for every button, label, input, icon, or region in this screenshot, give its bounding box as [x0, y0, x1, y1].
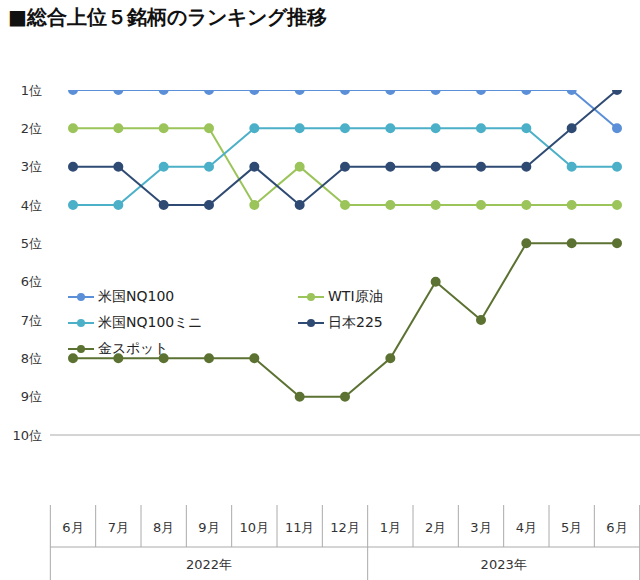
svg-text:6月: 6月: [62, 520, 83, 535]
html-text:WTI原油: WTI原油: [328, 288, 383, 304]
svg-text:7位: 7位: [21, 313, 42, 328]
svg-text:4位: 4位: [21, 198, 42, 213]
svg-text:11月: 11月: [285, 520, 315, 535]
svg-text:10位: 10位: [12, 428, 42, 443]
svg-text:5月: 5月: [561, 520, 582, 535]
svg-text:12月: 12月: [330, 520, 360, 535]
svg-text:2月: 2月: [425, 520, 446, 535]
html-text:金スポット: 金スポット: [98, 340, 168, 356]
svg-text:2位: 2位: [21, 121, 42, 136]
svg-text:2023年: 2023年: [481, 557, 527, 572]
svg-text:2022年: 2022年: [186, 557, 232, 572]
html-text:米国NQ100ミニ: 米国NQ100ミニ: [98, 314, 203, 330]
svg-text:7月: 7月: [108, 520, 129, 535]
svg-text:1位: 1位: [21, 83, 42, 98]
svg-text:3位: 3位: [21, 159, 42, 174]
svg-text:6位: 6位: [21, 274, 42, 289]
svg-text:3月: 3月: [470, 520, 491, 535]
html-text:米国NQ100: 米国NQ100: [98, 288, 175, 304]
svg-text:9位: 9位: [21, 389, 42, 404]
html-text:■総合上位５銘柄のランキング推移: ■総合上位５銘柄のランキング推移: [8, 5, 327, 29]
svg-text:10月: 10月: [240, 520, 270, 535]
svg-text:5位: 5位: [21, 236, 42, 251]
svg-text:8月: 8月: [153, 520, 174, 535]
svg-text:4月: 4月: [516, 520, 537, 535]
svg-text:8位: 8位: [21, 351, 42, 366]
svg-text:6月: 6月: [606, 520, 627, 535]
svg-text:9月: 9月: [198, 520, 219, 535]
html-text:日本225: 日本225: [328, 314, 383, 330]
svg-text:1月: 1月: [380, 520, 401, 535]
